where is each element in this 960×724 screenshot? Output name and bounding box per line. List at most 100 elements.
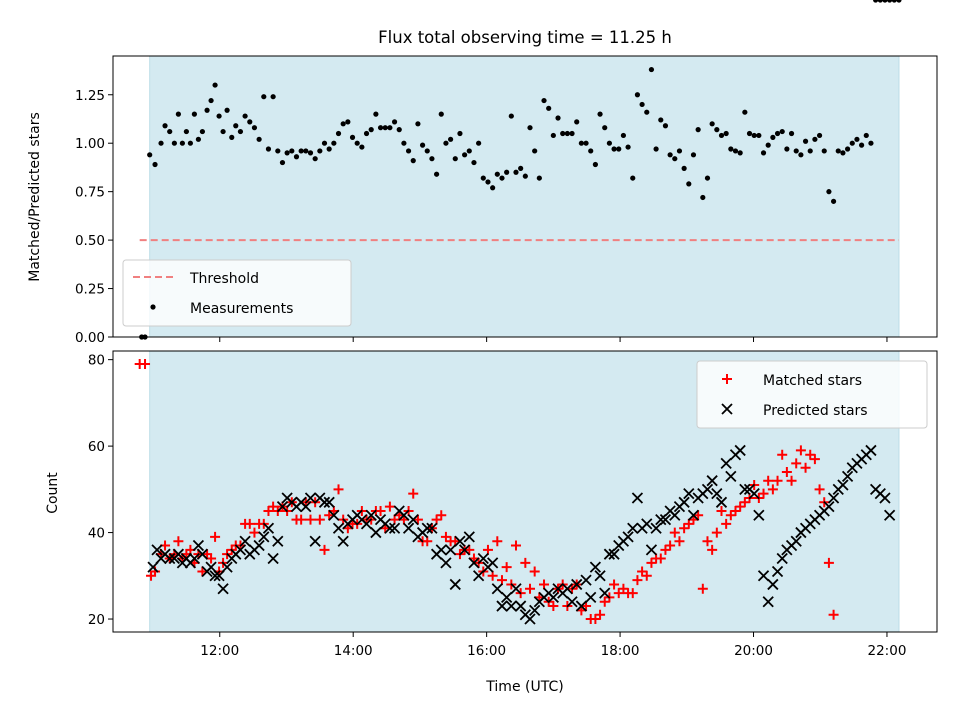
top-y-tick-label: 0.25 [75,282,105,298]
predicted-star-point [585,591,597,604]
chart-title: Flux total observing time = 11.25 h [378,28,672,47]
measurement-point [419,142,426,148]
predicted-star-point [594,570,606,582]
y-axis-label-count: Count [45,472,61,514]
top-legend-box [122,259,352,327]
measurement-point [658,117,664,123]
measurement-point [835,148,841,154]
predicted-star-point [440,557,452,569]
measurement-point [195,136,202,142]
measurement-point [452,156,458,162]
predicted-star-point [332,522,345,534]
measurement-point [391,119,398,125]
predicted-star-point [739,483,751,495]
top-y-tick-label: 0.75 [75,185,105,201]
measurement-point [882,0,888,3]
measurement-point [616,146,622,152]
measurement-point [695,127,701,133]
matched-star-point [795,445,806,456]
predicted-star-point [221,561,233,573]
predicted-star-point [865,444,877,457]
legend-predicted-label: Predicted stars [763,403,868,419]
measurement-point [284,150,290,156]
measurement-point [480,175,486,181]
matched-star-point [529,566,540,577]
measurement-point [714,127,720,133]
predicted-star-point [879,492,891,504]
bottom-x-tick-label: 14:00 [334,643,373,659]
predicted-star-point [262,522,275,534]
matched-star-point [501,562,512,573]
matched-star-point [711,527,722,538]
measurement-point [518,165,524,171]
predicted-star-point [384,522,396,534]
measurement-point [405,148,412,154]
measurement-point [784,146,790,152]
measurement-point [788,130,795,137]
measurement-point [462,152,468,158]
measurement-point [546,105,552,111]
predicted-star-point [706,475,718,487]
predicted-star-point [272,535,284,547]
predicted-star-point [151,544,163,556]
measurement-point [816,132,823,139]
measurement-point [293,154,300,160]
measurement-point [765,142,771,148]
measurement-point [700,194,706,201]
measurement-point [522,173,528,179]
measurement-point [216,113,222,119]
x-axis-label: Time (UTC) [485,679,563,695]
predicted-star-point [164,552,176,565]
measurement-point [588,148,594,154]
measurement-point [349,134,356,140]
measurement-point [812,136,818,142]
predicted-star-point [669,509,681,521]
matched-star-point [702,536,713,547]
measurement-point [183,128,189,135]
matched-star-point [781,467,792,478]
measurement-point [625,144,631,150]
measurement-point [448,136,454,142]
measurement-point [718,132,725,139]
measurement-point [854,136,860,142]
measurement-point [363,130,370,137]
predicted-star-point [491,583,503,595]
measurement-point [410,158,416,164]
measurement-point [289,148,295,154]
measurement-point [265,146,272,152]
predicted-star-point [496,600,508,612]
predicted-star-point [300,500,312,513]
predicted-star-point [468,557,480,569]
measurement-point [335,130,342,137]
measurement-point [798,152,804,158]
predicted-star-point [837,479,849,491]
y-axis-label-ratio: Matched/Predicted stars [27,112,43,282]
measurement-point [859,142,865,148]
measurement-point [187,140,193,146]
legend-measurements-label: Measurements [190,301,293,317]
predicted-star-point [687,509,700,521]
predicted-star-point [487,557,499,569]
measurement-point [574,119,580,125]
measurement-point [877,0,883,3]
measurement-point [354,140,360,146]
predicted-star-point [659,513,672,526]
matched-star-point [632,575,643,586]
predicted-star-point [608,548,620,560]
measurement-point [667,152,673,158]
measurement-point [821,148,827,154]
measurement-point [578,140,584,146]
matched-star-point [210,531,221,542]
measurement-point [229,134,235,140]
legend-matched-swatch [722,374,732,384]
measurement-point [672,156,678,162]
bottom-y-tick-label: 80 [88,353,105,369]
matched-star-point [791,458,802,469]
legend-matched-label: Matched stars [763,373,862,389]
measurement-point [541,97,547,104]
measurement-point [564,130,570,137]
matched-star-point [319,544,330,555]
measurement-point [326,146,332,152]
predicted-star-point [444,544,457,556]
measurement-point [583,140,589,146]
